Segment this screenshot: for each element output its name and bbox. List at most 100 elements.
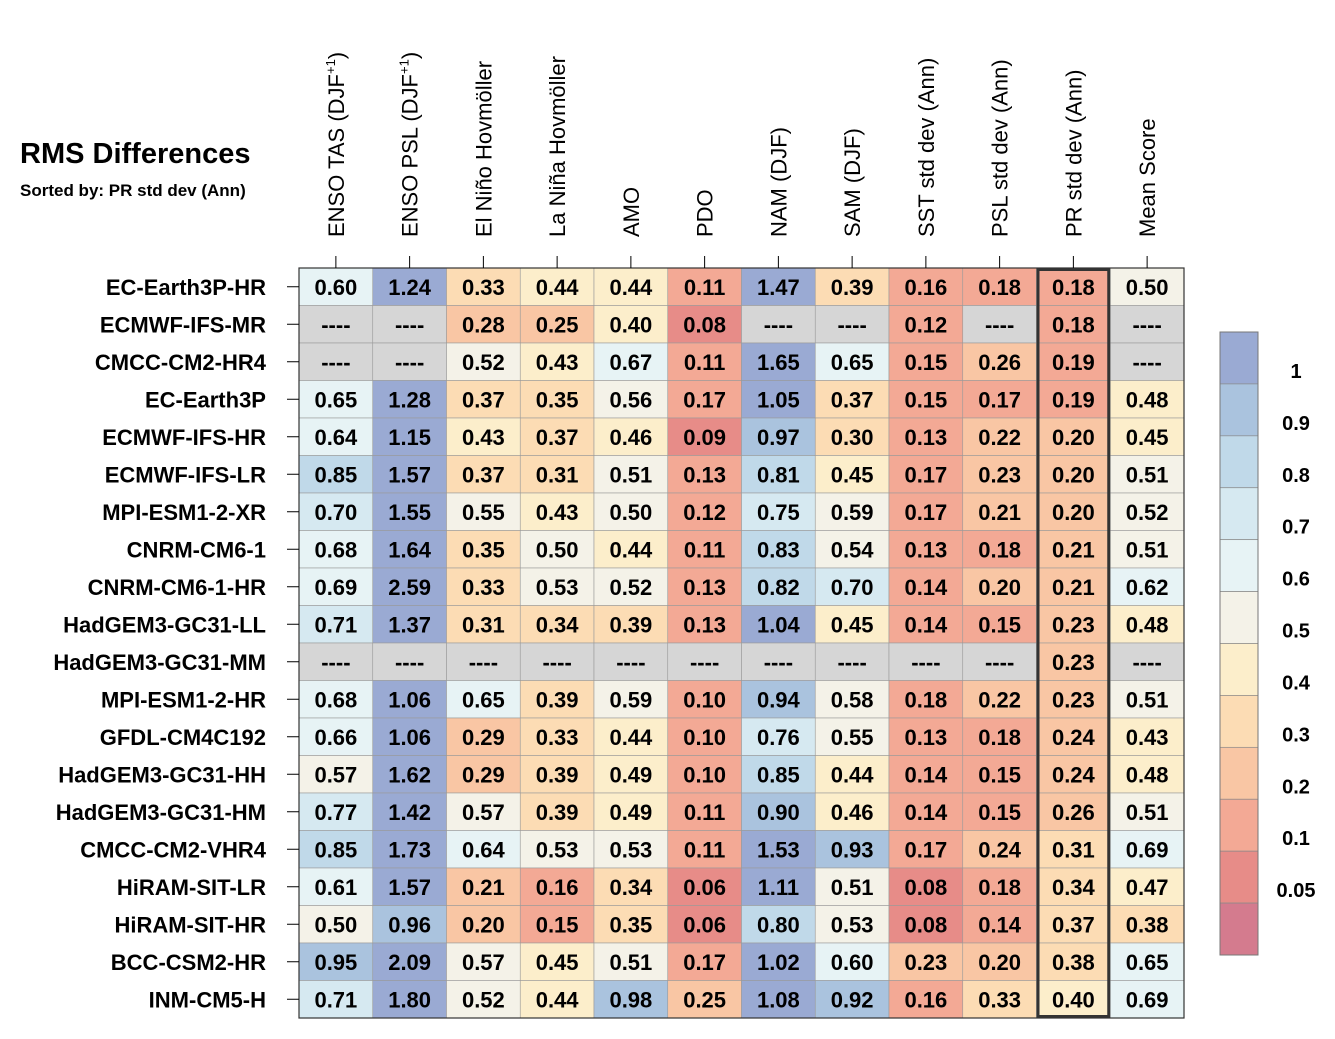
cell-value-label: 0.15 bbox=[978, 762, 1021, 787]
heatmap-cell bbox=[298, 567, 374, 606]
heatmap-cell bbox=[372, 792, 447, 831]
heatmap-cell bbox=[1036, 642, 1111, 681]
cell-value-label: 2.59 bbox=[388, 575, 431, 600]
cell-value-label: 1.06 bbox=[388, 687, 431, 712]
heatmap-cell bbox=[962, 605, 1037, 644]
cell-value-label: 1.80 bbox=[388, 987, 431, 1012]
heatmap-cell bbox=[667, 792, 742, 831]
cell-value-label: 0.11 bbox=[684, 800, 726, 825]
cell-value-label: 0.85 bbox=[757, 762, 800, 787]
cell-value-label: 1.04 bbox=[757, 612, 801, 637]
heatmap-cell bbox=[814, 717, 890, 756]
heatmap-cell bbox=[372, 305, 447, 344]
cell-value-label: 0.26 bbox=[978, 350, 1021, 375]
cell-value-label: 0.30 bbox=[831, 425, 874, 450]
cell-value-label: 0.68 bbox=[314, 537, 357, 562]
heatmap-cell bbox=[1109, 942, 1185, 981]
cell-value-label: 0.22 bbox=[978, 687, 1021, 712]
heatmap-cell bbox=[1036, 755, 1111, 794]
heatmap-cell bbox=[446, 605, 521, 644]
cell-value-label: 0.23 bbox=[1052, 650, 1095, 675]
heatmap-cell bbox=[372, 905, 447, 944]
colorbar-tick-label: 0.7 bbox=[1282, 517, 1310, 539]
heatmap-cell bbox=[446, 380, 521, 419]
heatmap-cell bbox=[593, 755, 669, 794]
cell-value-label: 0.56 bbox=[609, 387, 652, 412]
row-label: CNRM-CM6-1 bbox=[127, 537, 266, 562]
heatmap-cell bbox=[519, 830, 595, 869]
heatmap-cell bbox=[962, 267, 1037, 306]
cell-value-label: 0.65 bbox=[462, 687, 505, 712]
cell-value-label: 0.33 bbox=[978, 987, 1021, 1012]
cell-value-label: 0.45 bbox=[536, 950, 579, 975]
cell-value-label: 0.24 bbox=[1052, 762, 1096, 787]
heatmap-cell bbox=[593, 530, 669, 569]
cell-value-label: 0.57 bbox=[314, 762, 357, 787]
heatmap-cell bbox=[667, 417, 742, 456]
heatmap-cell bbox=[372, 755, 447, 794]
heatmap-cell bbox=[298, 380, 374, 419]
cell-value-label: 0.18 bbox=[1052, 312, 1095, 337]
cell-value-label: 0.65 bbox=[314, 387, 357, 412]
row-label: ECMWF-IFS-LR bbox=[105, 462, 266, 487]
cell-value-label: 0.13 bbox=[904, 725, 947, 750]
heatmap-cell bbox=[1109, 792, 1185, 831]
cell-value-label: 0.48 bbox=[1126, 387, 1169, 412]
heatmap-cell bbox=[593, 567, 669, 606]
cell-value-label: 0.08 bbox=[904, 875, 947, 900]
colorbar-tick-label: 0.3 bbox=[1282, 724, 1310, 746]
heatmap-cell bbox=[814, 942, 890, 981]
heatmap-cell bbox=[888, 455, 964, 494]
cell-value-label: 1.37 bbox=[388, 612, 431, 637]
row-label: HiRAM-SIT-LR bbox=[117, 875, 266, 900]
cell-value-label: 0.64 bbox=[462, 837, 506, 862]
cell-value-label: 0.69 bbox=[1126, 987, 1169, 1012]
cell-value-label: 0.65 bbox=[831, 350, 874, 375]
cell-value-label: 0.15 bbox=[978, 800, 1021, 825]
cell-value-label: 0.97 bbox=[757, 425, 800, 450]
heatmap-cell bbox=[741, 492, 816, 531]
heatmap-cell bbox=[298, 492, 374, 531]
column-label: SAM (DJF) bbox=[840, 128, 865, 237]
cell-value-label: 0.10 bbox=[683, 762, 726, 787]
cell-value-label: 0.52 bbox=[1126, 500, 1169, 525]
cell-value-label: 0.71 bbox=[314, 612, 357, 637]
heatmap-cell bbox=[962, 942, 1037, 981]
heatmap-cell bbox=[593, 455, 669, 494]
cell-value-label: 0.65 bbox=[1126, 950, 1169, 975]
cell-value-label: ---- bbox=[1132, 650, 1161, 675]
cell-value-label: 0.61 bbox=[314, 875, 357, 900]
cell-value-label: 0.20 bbox=[462, 912, 505, 937]
heatmap-cell bbox=[298, 455, 374, 494]
cell-value-label: 0.52 bbox=[462, 350, 505, 375]
heatmap-cell bbox=[814, 980, 890, 1019]
heatmap-cell bbox=[667, 455, 742, 494]
heatmap-cell bbox=[667, 605, 742, 644]
cell-value-label: 1.06 bbox=[388, 725, 431, 750]
heatmap-cell bbox=[372, 680, 447, 719]
cell-value-label: ---- bbox=[837, 650, 866, 675]
heatmap-cell bbox=[962, 755, 1037, 794]
cell-value-label: 0.28 bbox=[462, 312, 505, 337]
cell-value-label: 1.64 bbox=[388, 537, 432, 562]
cell-value-label: 0.48 bbox=[1126, 762, 1169, 787]
row-label: BCC-CSM2-HR bbox=[111, 950, 266, 975]
cell-value-label: 0.46 bbox=[609, 425, 652, 450]
row-label: HadGEM3-GC31-MM bbox=[53, 650, 266, 675]
cell-value-label: 0.80 bbox=[757, 912, 800, 937]
heatmap-cell bbox=[814, 305, 890, 344]
cell-value-label: 0.92 bbox=[831, 987, 874, 1012]
row-label: CNRM-CM6-1-HR bbox=[88, 575, 267, 600]
cell-value-label: 1.28 bbox=[388, 387, 431, 412]
cell-value-label: 0.43 bbox=[536, 350, 579, 375]
heatmap-cell bbox=[741, 792, 816, 831]
row-label: HiRAM-SIT-HR bbox=[114, 912, 266, 937]
cell-value-label: 0.10 bbox=[683, 725, 726, 750]
cell-value-label: 0.98 bbox=[609, 987, 652, 1012]
heatmap-cell bbox=[519, 980, 595, 1019]
cell-value-label: 0.33 bbox=[536, 725, 579, 750]
heatmap-cell bbox=[446, 980, 521, 1019]
cell-value-label: 0.29 bbox=[462, 762, 505, 787]
row-label: EC-Earth3P-HR bbox=[106, 275, 266, 300]
cell-value-label: 0.60 bbox=[831, 950, 874, 975]
